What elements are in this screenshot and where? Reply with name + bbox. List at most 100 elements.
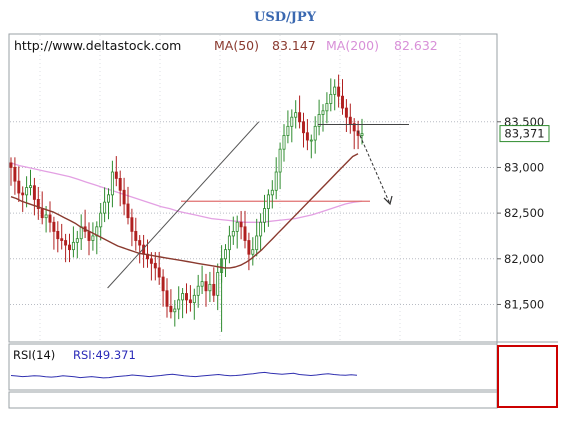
candle: [68, 233, 71, 263]
candle-body: [313, 125, 317, 141]
candle-body: [17, 180, 21, 194]
candle-body: [325, 103, 329, 112]
candle: [344, 99, 348, 132]
candle-body: [298, 112, 302, 123]
candle: [134, 217, 138, 251]
candle: [185, 283, 188, 314]
candle-body: [126, 203, 130, 219]
candle-body: [157, 267, 161, 278]
candle-body: [103, 201, 107, 214]
candle: [149, 252, 153, 281]
candle: [333, 79, 337, 111]
candle: [32, 177, 36, 216]
candle-body: [130, 217, 134, 232]
candle-body: [32, 185, 36, 200]
candle: [25, 176, 29, 208]
candle-body: [165, 290, 169, 307]
candle: [87, 222, 91, 256]
candle: [231, 216, 235, 245]
y-tick-label: 81,500: [504, 297, 544, 311]
candle-body: [243, 226, 247, 241]
candle-body: [239, 221, 243, 228]
candle-body: [75, 238, 79, 243]
candle-body: [13, 167, 17, 182]
candle: [103, 187, 107, 223]
candle-body: [87, 230, 91, 241]
candle-body: [40, 208, 44, 219]
ma50-legend-label: MA(50): [214, 38, 259, 53]
forecast-arrow-shaft: [357, 130, 391, 205]
forecast-arrow-head: [383, 195, 393, 206]
ma50-legend-value: 83.147: [272, 38, 316, 53]
candle-body: [134, 230, 138, 241]
grid: [10, 35, 496, 341]
rsi-series: [10, 371, 358, 379]
candle: [247, 232, 251, 271]
candle: [212, 267, 216, 302]
rsi-value: RSI:49.371: [73, 348, 136, 362]
candle-body: [56, 230, 60, 240]
candle-body: [259, 221, 263, 237]
candle-body: [79, 226, 83, 240]
candle: [200, 265, 204, 294]
candle-body: [352, 123, 356, 132]
candle: [348, 103, 352, 134]
candle-body: [270, 189, 274, 196]
candle-body: [309, 139, 313, 142]
candle-body: [9, 162, 13, 168]
candle: [274, 157, 278, 200]
candle-body: [21, 192, 25, 196]
candle-body: [227, 235, 231, 251]
candle-body: [138, 240, 142, 246]
candle: [337, 74, 341, 108]
candle-body: [48, 214, 52, 223]
candle: [192, 288, 196, 320]
candle: [224, 244, 227, 278]
candle: [48, 201, 52, 233]
candle-body: [181, 293, 185, 301]
candle: [282, 124, 286, 162]
candle: [208, 271, 212, 303]
candle-body: [208, 283, 212, 292]
candle-body: [25, 187, 29, 196]
chart-title: USD/JPY: [254, 10, 317, 25]
candle: [75, 230, 79, 259]
candle-body: [290, 116, 294, 127]
candle: [255, 218, 259, 257]
candle-body: [36, 199, 40, 209]
candle-body: [185, 293, 188, 301]
candle: [188, 285, 192, 312]
candle-body: [317, 114, 321, 127]
candle-body: [149, 258, 153, 264]
candle-body: [153, 262, 157, 269]
candle: [122, 177, 126, 216]
candle: [177, 286, 181, 320]
candle: [235, 215, 239, 249]
candle: [110, 160, 114, 208]
candle: [227, 225, 231, 264]
candle: [243, 210, 247, 249]
candle-body: [321, 110, 325, 115]
candles: [9, 74, 364, 332]
candle-body: [107, 194, 110, 203]
candle-body: [235, 221, 239, 232]
candle-body: [302, 121, 305, 134]
candle: [83, 209, 87, 239]
candle-body: [255, 235, 259, 251]
candle: [181, 288, 185, 319]
y-tick-label: 82,000: [504, 252, 544, 266]
candle: [29, 169, 32, 196]
candle-body: [344, 107, 348, 118]
candle-body: [224, 249, 227, 260]
candle: [309, 134, 313, 159]
candle: [216, 263, 220, 311]
last-price-value: 83,371: [504, 127, 544, 141]
candle: [56, 221, 60, 253]
candle-body: [122, 189, 126, 205]
candle: [79, 214, 83, 250]
candle: [173, 300, 177, 327]
candle-body: [169, 305, 173, 313]
trendline: [107, 121, 260, 289]
candle: [17, 166, 21, 202]
